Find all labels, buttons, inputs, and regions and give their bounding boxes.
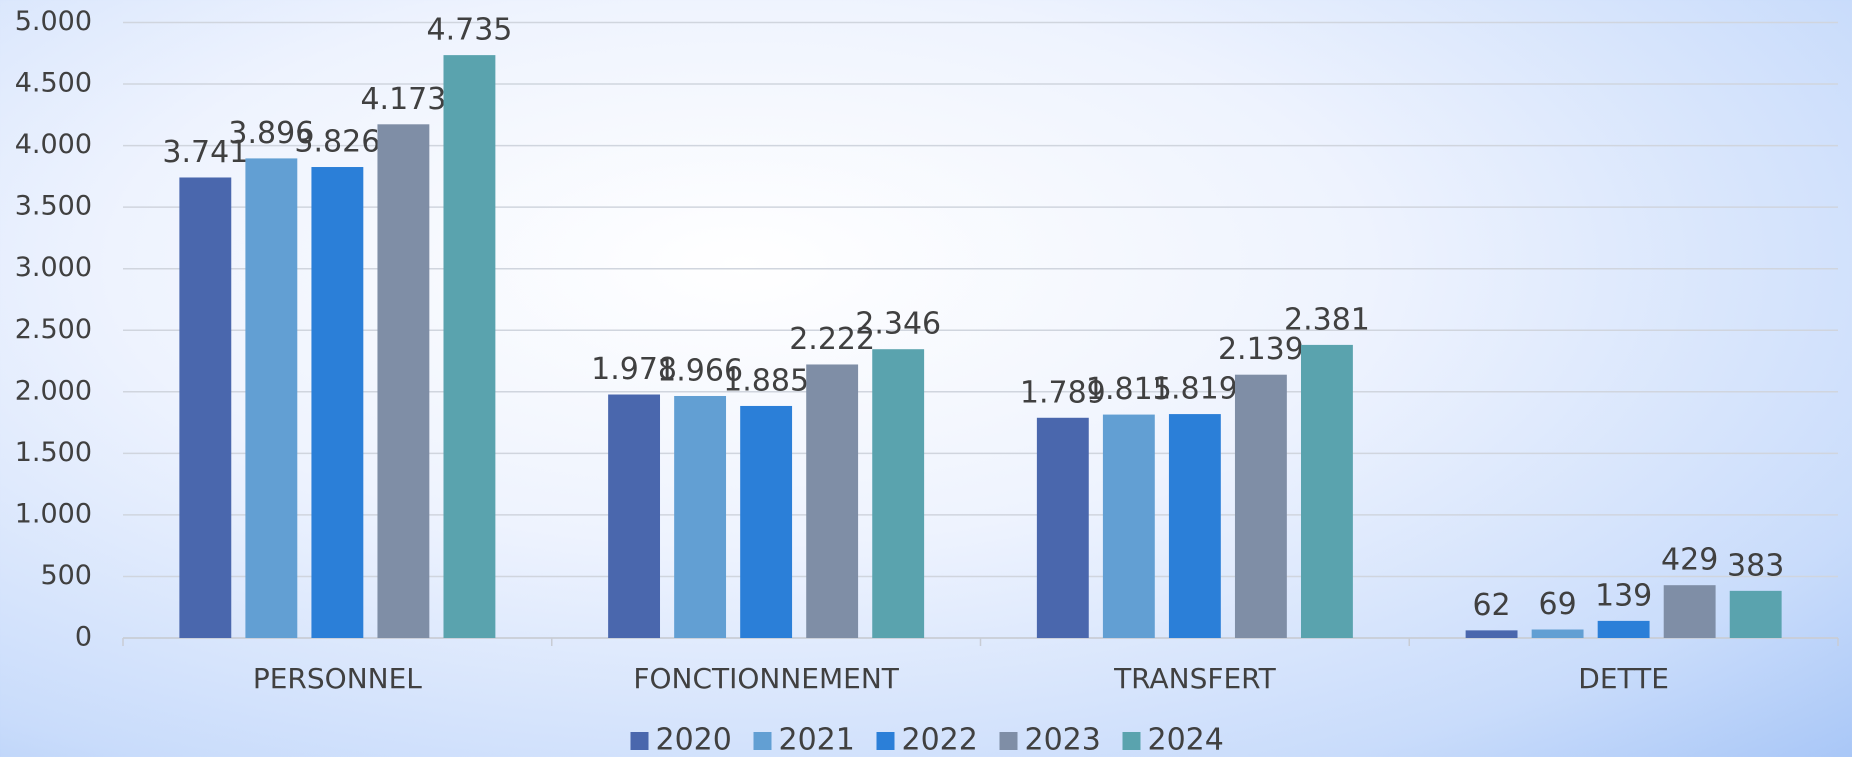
- bar: [1036, 417, 1089, 638]
- legend-swatch: [630, 732, 649, 750]
- data-label: 383: [1727, 548, 1784, 583]
- x-tick-label: PERSONNEL: [253, 662, 422, 695]
- y-tick-label: 2.500: [15, 314, 92, 345]
- data-label: 2.346: [855, 307, 941, 342]
- x-tick-label: FONCTIONNEMENT: [633, 662, 899, 695]
- bar: [806, 364, 859, 638]
- y-tick-label: 5.000: [15, 6, 92, 37]
- bar: [1531, 629, 1584, 638]
- bar: [377, 124, 430, 638]
- bar: [1300, 344, 1353, 638]
- legend-swatch: [876, 732, 895, 750]
- x-tick-label: DETTE: [1578, 662, 1669, 695]
- data-label: 3.896: [228, 116, 314, 151]
- bar: [1465, 630, 1518, 638]
- data-label: 4.173: [360, 82, 446, 117]
- y-tick-label: 4.500: [15, 68, 92, 99]
- bar: [740, 405, 793, 638]
- data-label: 2.381: [1284, 302, 1370, 337]
- data-label: 3.741: [162, 135, 248, 170]
- y-tick-label: 0: [75, 622, 92, 653]
- legend-swatch: [753, 732, 772, 750]
- data-label: 4.735: [426, 13, 512, 48]
- bar: [1729, 590, 1782, 638]
- data-label: 62: [1472, 588, 1510, 623]
- data-label: 1.815: [1086, 372, 1172, 407]
- legend-swatch: [999, 732, 1018, 750]
- y-tick-label: 3.500: [15, 191, 92, 222]
- bar: [1168, 414, 1221, 638]
- legend-label: 2023: [1025, 723, 1101, 757]
- bar: [872, 349, 925, 638]
- bar: [1663, 585, 1716, 638]
- bar: [1597, 620, 1650, 638]
- bar: [311, 167, 364, 638]
- data-label: 1.819: [1152, 372, 1238, 407]
- legend-label: 2020: [656, 723, 732, 757]
- data-label: 3.826: [294, 125, 380, 160]
- x-tick-label: TRANSFERT: [1113, 662, 1277, 695]
- data-label: 429: [1661, 543, 1718, 578]
- y-tick-label: 3.000: [15, 252, 92, 283]
- y-tick-label: 4.000: [15, 129, 92, 160]
- bar: [245, 158, 298, 638]
- data-label: 2.222: [789, 322, 875, 357]
- data-label: 1.789: [1020, 375, 1106, 410]
- bar: [608, 394, 661, 638]
- bar: [674, 395, 727, 638]
- data-label: 1.966: [657, 353, 743, 388]
- data-label: 1.978: [591, 352, 677, 387]
- legend-swatch: [1122, 732, 1141, 750]
- data-label: 1.885: [723, 363, 809, 398]
- legend-label: 2024: [1148, 723, 1224, 757]
- y-tick-label: 500: [40, 560, 92, 591]
- legend-label: 2022: [902, 723, 978, 757]
- bar: [179, 177, 232, 638]
- legend-label: 2021: [779, 723, 855, 757]
- y-tick-label: 1.000: [15, 498, 92, 529]
- data-label: 69: [1539, 587, 1577, 622]
- bar: [1234, 374, 1287, 638]
- bar: [443, 55, 496, 638]
- bar: [1102, 414, 1155, 638]
- data-label: 2.139: [1218, 332, 1304, 367]
- y-tick-label: 2.000: [15, 375, 92, 406]
- y-tick-label: 1.500: [15, 437, 92, 468]
- data-label: 139: [1595, 578, 1652, 613]
